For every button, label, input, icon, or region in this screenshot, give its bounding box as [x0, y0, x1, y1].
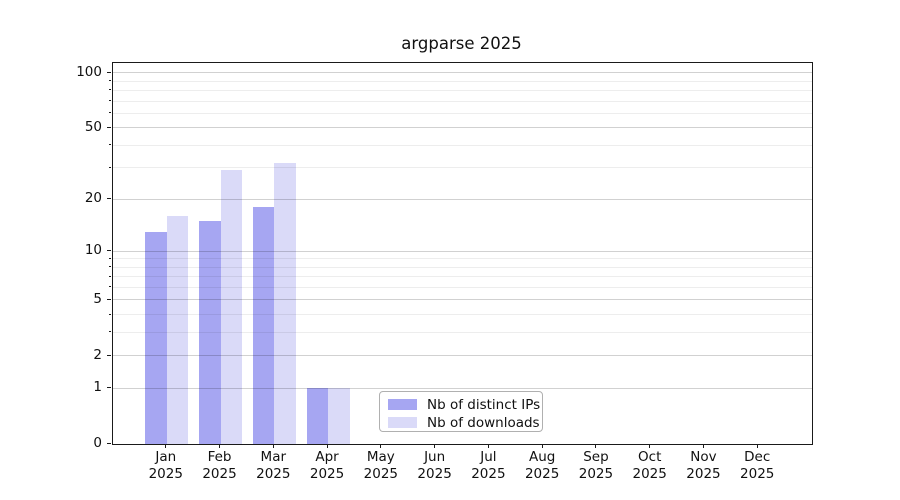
y-tick-label: 1 — [93, 379, 102, 396]
bar-downloads — [274, 162, 296, 444]
y-tick-minor — [109, 257, 111, 259]
y-tick — [107, 387, 111, 389]
y-tick — [107, 71, 111, 73]
x-tick — [541, 444, 543, 448]
bar-downloads — [166, 216, 189, 444]
x-tick — [649, 444, 651, 448]
y-tick-minor — [109, 286, 111, 288]
gridline-major — [113, 72, 812, 74]
y-tick-minor — [109, 112, 111, 114]
plot-area: Nb of distinct IPs Nb of downloads — [112, 62, 813, 445]
bar-distinct-ips — [252, 207, 275, 444]
y-tick-minor — [109, 100, 111, 102]
y-tick-minor — [109, 313, 111, 315]
y-tick — [107, 354, 111, 356]
y-tick — [107, 443, 111, 444]
y-tick — [107, 198, 111, 200]
x-tick-label: May 2025 — [363, 449, 399, 482]
x-tick — [219, 444, 221, 448]
gridline-minor — [113, 258, 812, 260]
x-tick-label: Feb 2025 — [202, 449, 237, 482]
x-tick-label: Jul 2025 — [471, 449, 506, 482]
y-tick-label: 0 — [93, 435, 102, 451]
y-tick — [107, 250, 111, 252]
gridline-minor — [113, 167, 812, 169]
gridline-major — [113, 127, 812, 129]
x-tick — [272, 444, 274, 448]
x-tick — [380, 444, 382, 448]
legend-item-downloads: Nb of downloads — [388, 414, 540, 431]
x-tick-label: Dec 2025 — [740, 449, 775, 482]
gridline-major — [113, 355, 812, 357]
y-tick-minor — [109, 144, 111, 146]
gridline-minor — [113, 286, 812, 288]
y-tick-minor — [109, 166, 111, 168]
x-tick — [326, 444, 328, 448]
y-tick-label: 50 — [84, 118, 102, 135]
gridline-minor — [113, 266, 812, 268]
x-tick-label: Aug 2025 — [524, 449, 560, 482]
gridline-minor — [113, 89, 812, 91]
x-tick — [434, 444, 436, 448]
x-tick — [756, 444, 758, 448]
gridline-minor — [113, 112, 812, 114]
y-tick-minor — [109, 331, 111, 333]
legend-swatch-distinct-ips-icon — [388, 399, 417, 410]
gridline-minor — [113, 276, 812, 278]
gridline-major — [113, 387, 812, 389]
bar-downloads — [328, 388, 350, 444]
x-tick-label: Oct 2025 — [632, 449, 667, 482]
gridline-major — [113, 198, 812, 200]
x-tick-label: Jan 2025 — [148, 449, 183, 482]
bar-distinct-ips — [199, 220, 221, 444]
gridline-minor — [113, 80, 812, 82]
gridline-minor — [113, 331, 812, 333]
gridline-major — [113, 299, 812, 301]
y-tick-minor — [109, 89, 111, 91]
y-tick-label: 5 — [93, 290, 102, 307]
bar-distinct-ips — [145, 231, 167, 444]
gridline-minor — [113, 100, 812, 102]
x-tick — [595, 444, 597, 448]
gridline-minor — [113, 314, 812, 316]
legend-swatch-downloads-icon — [388, 417, 417, 428]
bar-downloads — [220, 170, 243, 444]
gridline-minor — [113, 144, 812, 146]
legend-item-distinct-ips: Nb of distinct IPs — [388, 396, 540, 413]
y-tick-label: 20 — [84, 190, 102, 207]
legend-label-downloads: Nb of downloads — [427, 414, 540, 431]
chart-title: argparse 2025 — [401, 34, 522, 53]
gridline-major — [113, 250, 812, 252]
x-tick-label: Apr 2025 — [309, 449, 345, 482]
bar-distinct-ips — [306, 388, 329, 444]
x-tick — [702, 444, 704, 448]
x-tick-label: Nov 2025 — [686, 449, 721, 482]
x-tick-label: Sep 2025 — [578, 449, 614, 482]
legend: Nb of distinct IPs Nb of downloads — [379, 391, 543, 432]
x-tick — [487, 444, 489, 448]
y-tick — [107, 126, 111, 128]
legend-label-distinct-ips: Nb of distinct IPs — [427, 396, 541, 413]
x-tick — [165, 444, 167, 448]
x-tick-label: Jun 2025 — [417, 449, 452, 482]
y-tick-label: 2 — [93, 346, 102, 363]
y-tick-label: 10 — [84, 242, 102, 259]
y-tick-minor — [109, 275, 111, 277]
y-tick-minor — [109, 80, 111, 82]
y-tick — [107, 298, 111, 300]
x-tick-label: Mar 2025 — [256, 449, 291, 482]
y-tick-label: 100 — [76, 63, 102, 80]
y-tick-minor — [109, 266, 111, 268]
